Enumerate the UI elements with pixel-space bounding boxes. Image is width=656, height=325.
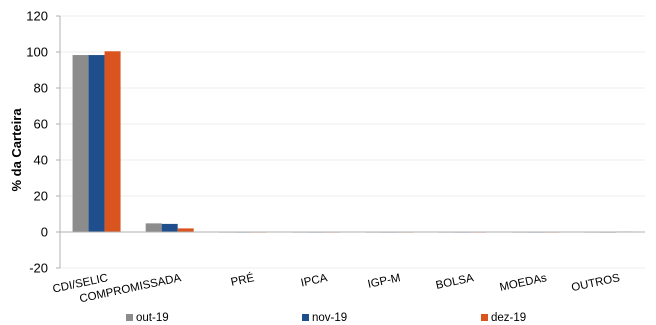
y-tick-label: 20 (34, 189, 48, 204)
bar-0-1 (145, 223, 162, 232)
x-tick-label: BOLSA (435, 272, 475, 292)
bar-2-1 (177, 228, 194, 232)
legend: out-19 nov-19 dez-19 (126, 312, 526, 324)
y-tick-label: 60 (34, 117, 48, 132)
legend-swatch (302, 314, 309, 321)
legend-label: nov-19 (312, 312, 347, 324)
bar-2-0 (104, 51, 121, 232)
legend-label: dez-19 (491, 312, 526, 324)
y-axis-label: % da Carteira (9, 108, 24, 192)
y-tick-label: 100 (26, 45, 48, 60)
x-tick-label: IGP-M (367, 272, 402, 291)
legend-label: out-19 (136, 312, 169, 324)
legend-swatch (481, 314, 488, 321)
y-tick-label: 40 (34, 153, 48, 168)
y-tick-label: 80 (34, 81, 48, 96)
y-tick-label: 120 (26, 9, 48, 24)
axes (56, 15, 645, 269)
y-tick-label: -20 (29, 261, 48, 276)
x-tick-label: MOEDAs (499, 272, 549, 294)
y-tick-label: 0 (41, 225, 48, 240)
bar-1-1 (161, 223, 178, 232)
bar-0-0 (72, 55, 89, 233)
bars (72, 51, 633, 233)
x-tick-label: PRÉ (230, 271, 256, 289)
y-tick-labels: -20 0 20 40 60 80 100 120 (26, 9, 48, 276)
x-tick-label: IPCA (300, 272, 329, 289)
bar-1-0 (88, 55, 105, 233)
x-tick-label: OUTROS (570, 272, 621, 294)
legend-swatch (126, 314, 133, 321)
